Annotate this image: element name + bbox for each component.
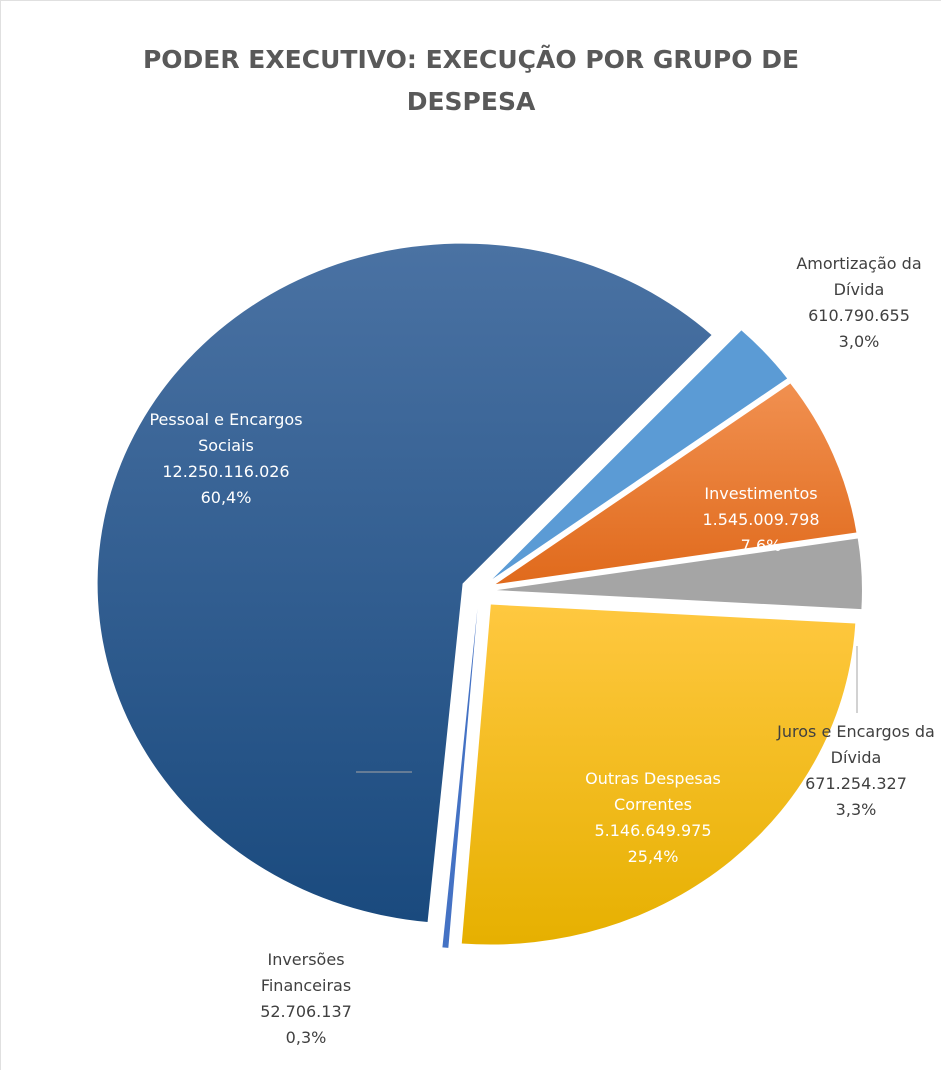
data-label: Amortização da Dívida 610.790.655 3,0% (769, 251, 941, 355)
value-label: 52.706.137 (260, 1002, 352, 1021)
pie-slice (461, 604, 856, 945)
pie-slice (97, 243, 712, 923)
category-label: Outras Despesas Correntes (585, 769, 721, 814)
pie-slice (442, 608, 478, 948)
value-label: 5.146.649.975 (594, 821, 712, 840)
value-label: 12.250.116.026 (162, 462, 290, 481)
category-label: Pessoal e Encargos Sociais (149, 410, 303, 455)
value-label: 1.545.009.798 (702, 510, 820, 529)
value-label: 25,4% (627, 847, 679, 866)
value-label: 3,0% (838, 332, 880, 351)
value-label: 3,3% (835, 800, 877, 819)
category-label: Investimentos (704, 484, 818, 503)
value-label: 7,6% (740, 536, 782, 555)
category-label: Inversões Financeiras (260, 950, 352, 995)
pie-slice (495, 383, 857, 585)
data-label: Pessoal e Encargos Sociais 12.250.116.026… (146, 407, 306, 511)
pie-slice (496, 538, 862, 610)
data-label: Investimentos 1.545.009.798 7,6% (671, 481, 851, 559)
value-label: 0,3% (285, 1028, 327, 1047)
value-label: 610.790.655 (808, 306, 910, 325)
chart-title: PODER EXECUTIVO: EXECUÇÃO POR GRUPO DE D… (142, 45, 800, 116)
category-label: Juros e Encargos da Dívida (777, 722, 935, 767)
data-label: Inversões Financeiras 52.706.137 0,3% (236, 947, 376, 1051)
data-label: Outras Despesas Correntes 5.146.649.975 25… (553, 766, 753, 870)
pie-slice (492, 330, 788, 580)
value-label: 60,4% (200, 488, 252, 507)
value-label: 671.254.327 (805, 774, 907, 793)
category-label: Amortização da Dívida (796, 254, 922, 299)
data-label: Juros e Encargos da Dívida 671.254.327 3,3… (761, 719, 941, 823)
